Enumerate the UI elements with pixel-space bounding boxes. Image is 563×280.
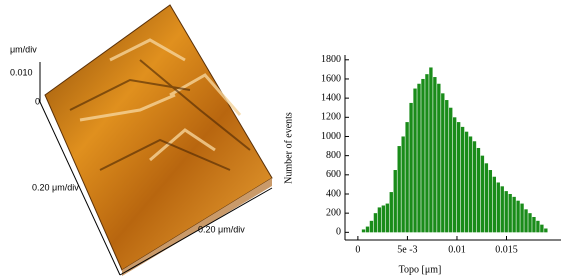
bar [481,156,484,233]
bar [524,209,527,232]
bar [417,84,420,233]
y-tick-label: 800 [326,150,341,161]
bar [536,221,539,233]
bar [544,228,547,232]
bar [512,197,515,232]
x-tick-label: 0.015 [495,244,518,255]
y-tick-label: 200 [326,207,341,218]
bar [374,213,377,232]
bar [508,194,511,232]
bar [505,191,508,232]
bar [501,186,504,232]
bar [370,221,373,233]
y-tick-label: 1800 [321,54,341,65]
bar [441,93,444,232]
z-unit: μm/div [10,44,37,54]
bar [497,182,500,232]
y-tick-label: 600 [326,169,341,180]
y-scale: 0.20 μm/div [32,182,79,192]
bar [378,207,381,232]
bar [366,227,369,233]
bar [433,77,436,232]
bar [390,192,393,232]
bar [409,103,412,232]
bar [386,204,389,233]
bar [405,122,408,232]
x-tick-label: 0.01 [448,244,466,255]
figure: μm/div 0.010 0 0.20 μm/div 0.20 μm/div T… [0,0,563,280]
bar [469,136,472,232]
x-scale: 0.20 μm/div [198,224,245,234]
bar [445,100,448,232]
bar [473,141,476,232]
x-tick-label: 0 [355,244,360,255]
bar [516,201,519,233]
y-tick-label: 0 [336,227,341,238]
bar [425,74,428,232]
bar [461,127,464,232]
bar [449,108,452,233]
bar [382,205,385,232]
z-tick: 0 [35,96,40,106]
bar [528,213,531,232]
z-tick: 0.010 [10,67,33,77]
y-axis-label: Number of events [283,112,294,184]
bar [465,132,468,233]
bar [532,217,535,232]
bar [540,225,543,233]
bar [413,89,416,233]
bar [401,136,404,232]
bar [457,122,460,232]
bar [485,163,488,232]
bar [398,146,401,232]
x-tick-label: 5e -3 [397,244,417,255]
bar [489,170,492,232]
bar [362,229,365,232]
bar [520,204,523,233]
y-tick-label: 1200 [321,112,341,123]
surface-image: μm/div 0.010 0 0.20 μm/div 0.20 μm/div [10,5,272,276]
x-axis-label: Topo [μm] [399,264,442,275]
y-tick-label: 400 [326,188,341,199]
histogram: Topo [μm] Number of events 0 200 400 600 800… [283,54,561,275]
bar [477,148,480,232]
y-tick-label: 1000 [321,131,341,142]
bar [437,84,440,233]
bar [421,79,424,232]
bar [394,170,397,232]
y-tick-label: 1400 [321,92,341,103]
bar [453,117,456,232]
bar [429,67,432,232]
y-tick-label: 1600 [321,73,341,84]
bar [493,177,496,233]
